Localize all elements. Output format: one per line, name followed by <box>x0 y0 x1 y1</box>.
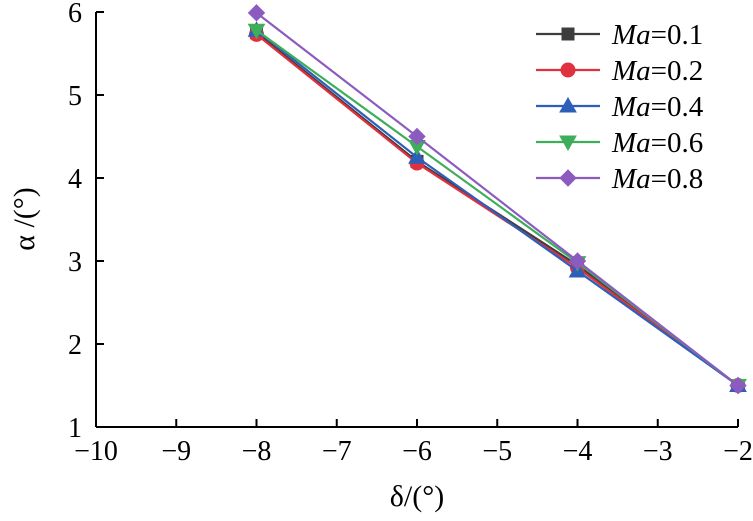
legend-marker <box>559 169 577 187</box>
x-tick-label: −9 <box>161 436 191 467</box>
x-axis-ticks: −10 −9 −8 −7 −6 −5 −4 −3 −2 <box>74 419 753 467</box>
x-tick-label: −10 <box>74 436 118 467</box>
legend-marker <box>560 62 576 78</box>
legend: Ma=0.1 Ma=0.2 Ma=0.4 Ma=0.6 Ma=0.8 <box>536 19 704 195</box>
series-line <box>255 29 739 387</box>
data-point <box>408 127 426 146</box>
y-tick-label: 5 <box>68 81 82 112</box>
legend-item: Ma=0.4 <box>536 91 704 123</box>
series-layer <box>247 4 747 395</box>
y-tick-label: 6 <box>68 0 82 29</box>
legend-item: Ma=0.1 <box>536 19 703 51</box>
series-line <box>255 11 739 387</box>
legend-label: Ma=0.4 <box>611 91 704 123</box>
legend-label: Ma=0.8 <box>611 163 703 195</box>
data-point <box>568 252 587 270</box>
x-tick-label: −5 <box>482 436 512 467</box>
data-point <box>247 4 266 22</box>
legend-item: Ma=0.8 <box>536 163 703 195</box>
y-tick-label: 1 <box>68 413 82 444</box>
legend-marker <box>559 135 577 152</box>
x-tick-label: −4 <box>563 436 593 467</box>
x-tick-label: −8 <box>242 436 272 467</box>
legend-label: Ma=0.6 <box>611 127 703 159</box>
data-point <box>729 376 747 395</box>
x-tick-label: −3 <box>643 436 673 467</box>
y-tick-label: 2 <box>68 330 82 361</box>
legend-marker <box>561 27 575 41</box>
legend-marker <box>559 96 577 113</box>
y-tick-label: 4 <box>68 164 82 195</box>
y-axis-label: α /(°) <box>8 187 41 251</box>
y-tick-label: 3 <box>68 247 82 278</box>
x-tick-label: −7 <box>322 436 352 467</box>
x-tick-label: −6 <box>402 436 432 467</box>
legend-label: Ma=0.2 <box>611 55 703 87</box>
data-point <box>408 148 426 164</box>
y-axis-ticks: 1 2 3 4 5 6 <box>68 0 104 444</box>
series-5 <box>247 4 747 395</box>
x-axis-label: δ/(°) <box>390 480 444 513</box>
x-tick-label: −2 <box>723 436 753 467</box>
legend-item: Ma=0.2 <box>536 55 703 87</box>
legend-label: Ma=0.1 <box>611 19 703 51</box>
data-point <box>247 23 266 40</box>
legend-item: Ma=0.6 <box>536 127 703 159</box>
